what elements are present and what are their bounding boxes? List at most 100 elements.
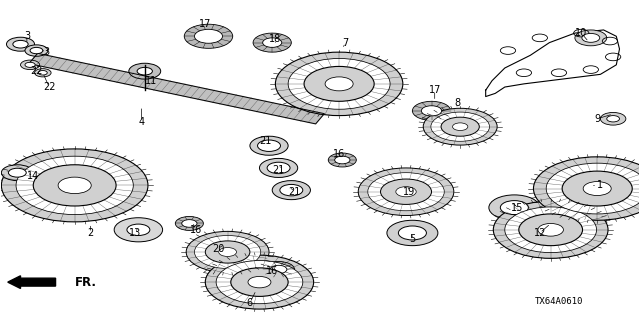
Ellipse shape	[175, 216, 204, 230]
Ellipse shape	[600, 112, 626, 125]
Circle shape	[1, 149, 148, 222]
Text: 16: 16	[333, 149, 345, 159]
Circle shape	[216, 260, 303, 304]
Circle shape	[534, 157, 640, 220]
Ellipse shape	[182, 220, 197, 227]
Ellipse shape	[421, 106, 442, 116]
Circle shape	[493, 201, 608, 258]
Text: 21: 21	[260, 136, 272, 146]
Ellipse shape	[387, 220, 438, 246]
Circle shape	[431, 112, 490, 141]
Text: 17: 17	[199, 19, 211, 28]
Ellipse shape	[114, 218, 163, 242]
Ellipse shape	[328, 153, 356, 167]
Circle shape	[325, 77, 353, 91]
Circle shape	[275, 52, 403, 116]
Circle shape	[452, 123, 468, 131]
Ellipse shape	[257, 140, 280, 151]
Ellipse shape	[184, 24, 233, 48]
Text: 16: 16	[266, 266, 278, 276]
Text: 5: 5	[409, 234, 415, 244]
Text: 22: 22	[30, 66, 43, 76]
Circle shape	[205, 241, 250, 263]
Circle shape	[396, 187, 416, 197]
Text: 15: 15	[511, 203, 524, 212]
Circle shape	[248, 276, 271, 288]
Ellipse shape	[30, 47, 43, 54]
Ellipse shape	[270, 265, 287, 274]
Ellipse shape	[398, 226, 426, 240]
Text: 21: 21	[289, 187, 301, 197]
Ellipse shape	[259, 158, 298, 178]
Ellipse shape	[500, 201, 529, 215]
Ellipse shape	[489, 195, 540, 220]
Ellipse shape	[35, 69, 51, 77]
Ellipse shape	[412, 101, 451, 120]
Text: 22: 22	[43, 82, 56, 92]
Text: 18: 18	[269, 35, 282, 44]
Circle shape	[505, 207, 596, 252]
Circle shape	[583, 181, 611, 196]
Text: 21: 21	[273, 164, 285, 174]
Text: 13: 13	[129, 228, 141, 238]
Circle shape	[33, 165, 116, 206]
Polygon shape	[29, 53, 324, 124]
Circle shape	[381, 179, 431, 204]
Circle shape	[562, 171, 632, 206]
Ellipse shape	[280, 184, 303, 196]
Text: 9: 9	[594, 114, 600, 124]
Ellipse shape	[267, 162, 290, 174]
Ellipse shape	[195, 29, 223, 43]
Circle shape	[58, 177, 92, 194]
Text: 14: 14	[27, 171, 40, 181]
Circle shape	[16, 156, 133, 215]
Text: 16: 16	[189, 225, 202, 235]
Ellipse shape	[25, 45, 48, 56]
Ellipse shape	[250, 136, 288, 155]
Ellipse shape	[8, 168, 26, 177]
Text: 4: 4	[138, 117, 145, 127]
Ellipse shape	[607, 116, 620, 122]
Circle shape	[538, 223, 563, 236]
Circle shape	[205, 255, 314, 309]
Text: 3: 3	[24, 31, 30, 41]
Circle shape	[288, 59, 390, 109]
Ellipse shape	[38, 70, 47, 75]
Text: 8: 8	[454, 98, 460, 108]
Text: TX64A0610: TX64A0610	[535, 297, 583, 306]
Text: 1: 1	[597, 180, 604, 190]
Ellipse shape	[20, 60, 40, 69]
Text: 17: 17	[429, 85, 441, 95]
Text: FR.: FR.	[75, 276, 97, 289]
Text: 20: 20	[212, 244, 224, 254]
Ellipse shape	[262, 38, 282, 47]
Circle shape	[368, 173, 444, 211]
Ellipse shape	[575, 30, 607, 46]
Ellipse shape	[253, 33, 291, 52]
Text: 3: 3	[43, 47, 49, 57]
Text: 7: 7	[342, 38, 349, 48]
Circle shape	[304, 67, 374, 101]
Ellipse shape	[262, 261, 294, 277]
Circle shape	[219, 248, 237, 256]
Circle shape	[186, 231, 269, 273]
Text: 10: 10	[575, 28, 588, 38]
Ellipse shape	[25, 62, 35, 68]
Ellipse shape	[272, 180, 310, 200]
Text: 19: 19	[403, 187, 415, 197]
Text: 12: 12	[534, 228, 546, 238]
FancyArrow shape	[8, 276, 56, 288]
Ellipse shape	[137, 68, 152, 75]
Circle shape	[519, 214, 582, 246]
Ellipse shape	[13, 40, 28, 48]
Ellipse shape	[6, 37, 35, 51]
Text: 2: 2	[88, 228, 93, 238]
Circle shape	[358, 168, 454, 215]
Circle shape	[231, 268, 288, 296]
Ellipse shape	[582, 33, 600, 42]
Text: 11: 11	[145, 76, 157, 86]
Ellipse shape	[127, 224, 150, 236]
Ellipse shape	[1, 165, 33, 180]
Circle shape	[546, 163, 640, 214]
Circle shape	[195, 236, 260, 268]
